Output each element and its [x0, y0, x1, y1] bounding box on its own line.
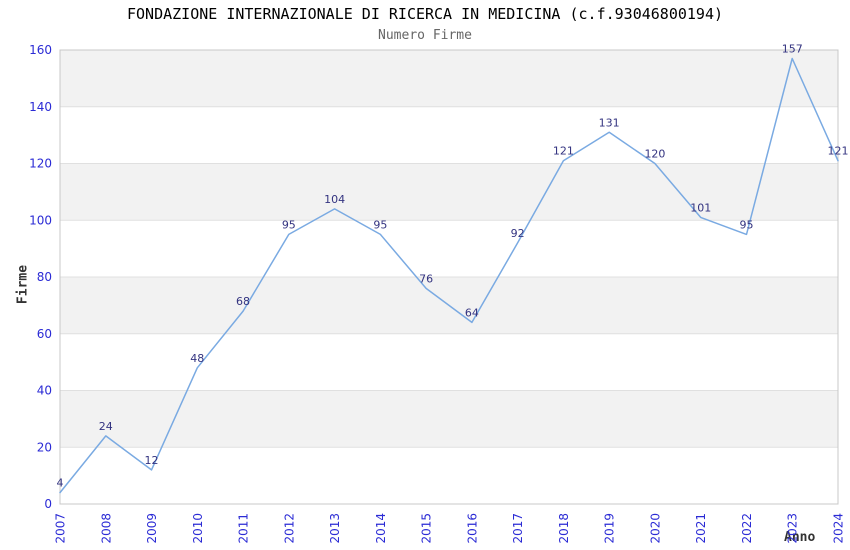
data-point-label: 131 — [599, 116, 620, 129]
x-tick-label: 2010 — [191, 513, 205, 544]
chart-subtitle: Numero Firme — [378, 28, 472, 43]
data-point-label: 120 — [644, 148, 665, 161]
x-tick-label: 2017 — [511, 513, 525, 544]
data-point-label: 101 — [690, 201, 711, 214]
x-tick-label: 2023 — [786, 513, 800, 544]
data-point-label: 95 — [282, 218, 296, 231]
data-point-label: 4 — [57, 477, 64, 490]
x-tick-label: 2022 — [740, 513, 754, 544]
plot-border — [59, 49, 839, 505]
x-tick-label: 2020 — [648, 513, 662, 544]
data-point-label: 121 — [553, 145, 574, 158]
x-tick-label: 2024 — [832, 513, 846, 544]
x-tick-label: 2014 — [374, 513, 388, 544]
x-tick-label: 2019 — [603, 513, 617, 544]
data-point-label: 64 — [465, 306, 479, 319]
data-point-label: 95 — [739, 218, 753, 231]
plot-band — [60, 163, 838, 221]
x-tick-label: 2009 — [145, 513, 159, 544]
x-tick-label: 2016 — [465, 513, 479, 544]
data-point-label: 121 — [828, 145, 849, 158]
data-point-label: 92 — [511, 227, 525, 240]
y-tick-label: 60 — [37, 327, 52, 341]
y-tick-label: 40 — [37, 384, 52, 398]
data-point-label: 24 — [99, 420, 113, 433]
plot-band — [60, 50, 838, 107]
data-line — [59, 57, 839, 494]
x-tick-label: 2018 — [557, 513, 571, 544]
chart-title: FONDAZIONE INTERNAZIONALE DI RICERCA IN … — [126, 5, 724, 23]
y-tick-label: 80 — [37, 270, 52, 284]
data-point-label: 157 — [782, 43, 803, 56]
plot-band — [60, 390, 838, 448]
y-tick-label: 160 — [29, 43, 52, 57]
x-tick-label: 2015 — [420, 513, 434, 544]
y-tick-label: 0 — [44, 497, 52, 511]
data-point-label: 104 — [324, 193, 345, 206]
x-tick-label: 2012 — [282, 513, 296, 544]
data-point-label: 48 — [190, 352, 204, 365]
x-axis-label: Anno — [784, 530, 816, 545]
x-tick-label: 2021 — [694, 513, 708, 544]
y-tick-label: 20 — [37, 440, 52, 454]
data-point-label: 12 — [145, 454, 159, 467]
data-point-label: 68 — [236, 295, 250, 308]
x-tick-label: 2008 — [99, 513, 113, 544]
y-tick-label: 140 — [29, 100, 52, 114]
x-tick-label: 2011 — [237, 513, 251, 544]
y-tick-label: 100 — [29, 213, 52, 227]
x-tick-label: 2007 — [54, 513, 68, 544]
data-point-label: 95 — [373, 218, 387, 231]
data-point-label: 76 — [419, 272, 433, 285]
y-tick-label: 120 — [29, 157, 52, 171]
x-tick-label: 2013 — [328, 513, 342, 544]
